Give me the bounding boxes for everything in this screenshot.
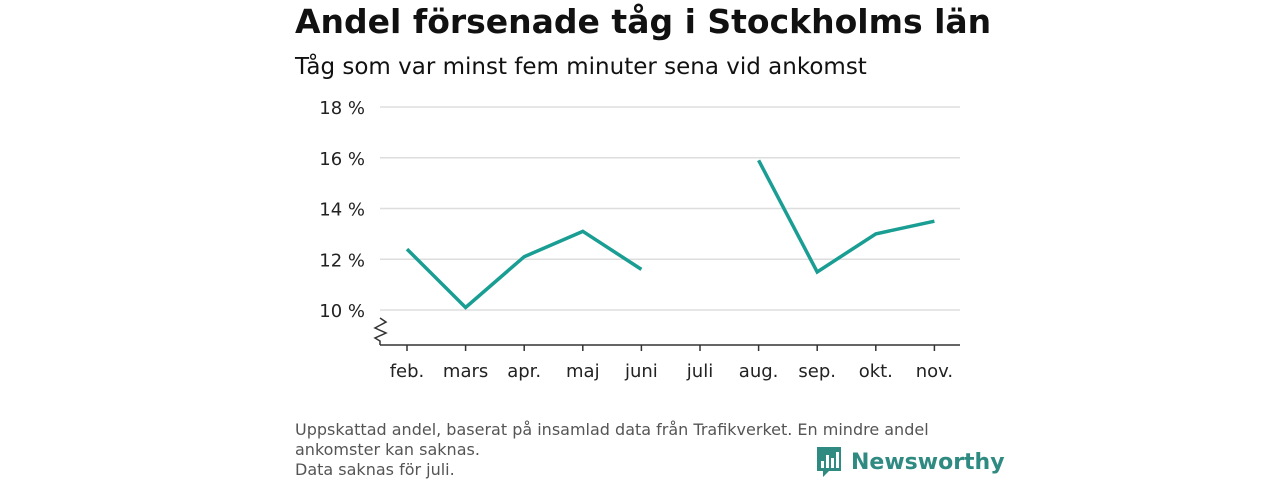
x-tick-label: juni	[624, 361, 658, 382]
x-tick-label: nov.	[916, 361, 953, 382]
series-line-segment	[405, 229, 643, 310]
chart-subtitle: Tåg som var minst fem minuter sena vid a…	[295, 54, 867, 80]
y-tick-label: 12 %	[319, 250, 365, 271]
x-axis	[373, 317, 960, 346]
x-tick-label: okt.	[859, 361, 893, 382]
y-tick-label: 14 %	[319, 200, 365, 221]
note-line: Data saknas för juli.	[295, 460, 455, 479]
y-tick-label: 18 %	[319, 98, 365, 119]
y-tick-label: 16 %	[319, 149, 365, 170]
x-tick-label: mars	[443, 361, 488, 382]
chart-notes: Uppskattad andel, baserat på insamlad da…	[295, 420, 985, 480]
newsworthy-logo: Newsworthy	[815, 446, 1005, 478]
x-tick-label: juli	[686, 361, 713, 382]
x-tick-label: feb.	[390, 361, 425, 382]
axis-break-mark	[373, 317, 388, 345]
note-line: ankomster kan saknas.	[295, 440, 480, 459]
chart-title: Andel försenade tåg i Stockholms län	[295, 2, 992, 41]
x-tick-label: aug.	[739, 361, 779, 382]
note-line: Uppskattad andel, baserat på insamlad da…	[295, 420, 929, 439]
x-tick-label: sep.	[798, 361, 836, 382]
x-tick-label: maj	[566, 361, 600, 382]
series-line-segment	[757, 159, 935, 275]
logo-text: Newsworthy	[851, 449, 1005, 475]
gridlines	[380, 106, 960, 311]
y-tick-label: 10 %	[319, 301, 365, 322]
data-series	[405, 159, 935, 310]
x-tick-label: apr.	[507, 361, 541, 382]
x-axis-tick-labels: feb. mars apr. maj juni juli aug. sep. okt. nov.	[390, 345, 953, 382]
bar-chart-icon	[817, 447, 841, 477]
y-axis-tick-labels: 10 % 12 % 14 % 16 % 18 %	[319, 98, 365, 322]
